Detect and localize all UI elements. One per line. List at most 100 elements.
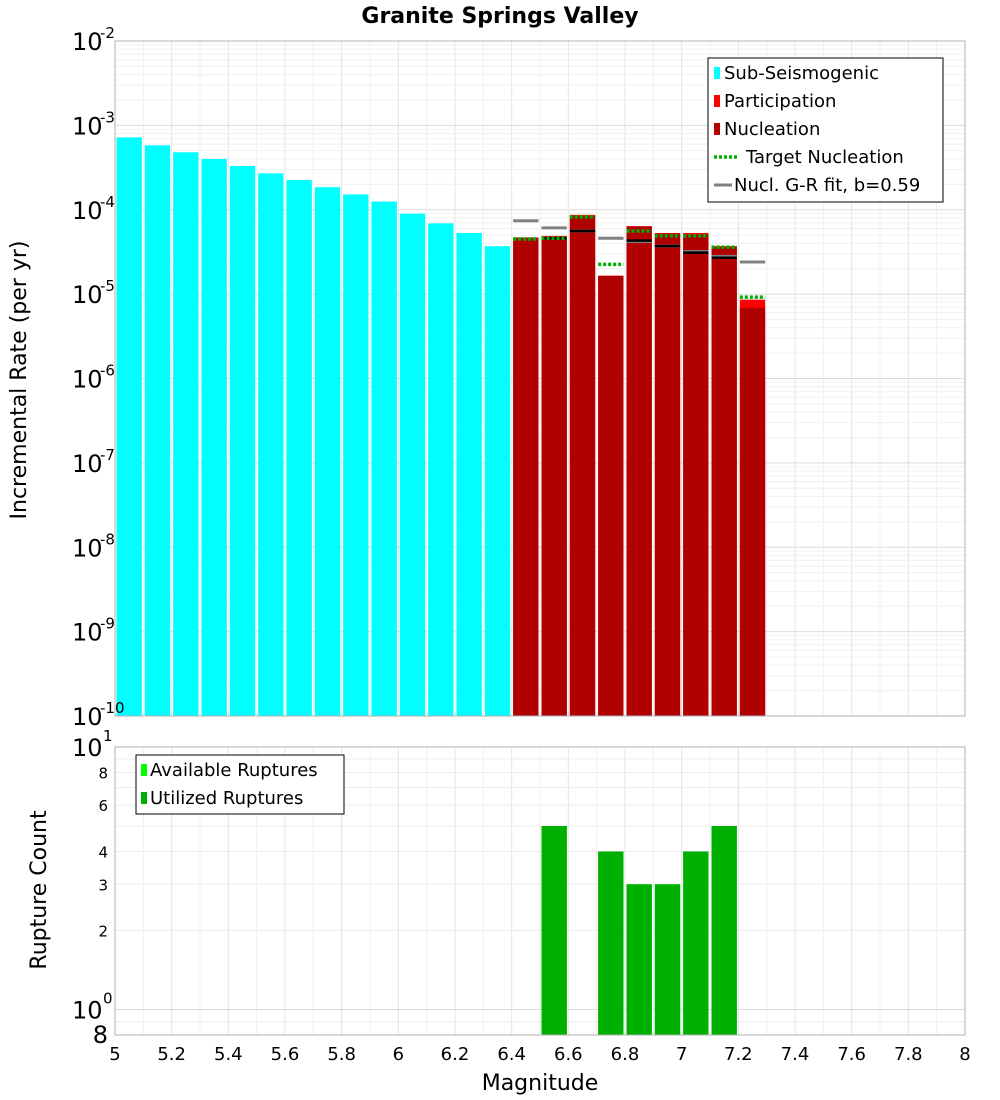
y-decade-base: 10 [72,619,103,647]
legend-swatch [714,123,720,135]
nucleation-bar [654,233,681,716]
x-tick-label: 6.2 [441,1044,470,1065]
top-plot-frame [114,40,966,717]
nucleation-bar [569,216,596,717]
sub-seismogenic-bar [371,201,397,716]
top-legend: Sub-Seismogenic Participation Nucleation Ta… [707,57,944,203]
y-decade-exponent: 1 [103,727,113,745]
sub-seismogenic-bar [484,246,511,716]
x-tick-label: 8 [959,1044,970,1065]
utilized-ruptures-bar [626,884,652,1035]
x-tick-labels: 5 5.2 5.4 5.6 5.8 6 6.2 6.4 6.6 6.8 7 7.2 7.4 7.6 7.8 8 [109,1044,970,1065]
y-decade-label: 10-2 [72,24,115,56]
x-tick-label: 6.8 [611,1044,640,1065]
sub-seismogenic-bar [399,213,426,717]
legend-swatch [141,792,147,804]
top-y-axis-label: Incremental Rate (per yr) [7,241,32,520]
legend-swatch [714,67,720,79]
bottom-legend: Available Ruptures Utilized Ruptures [135,754,345,815]
y-bottom-label: 8 [93,1021,108,1049]
y-decade-label: 10-3 [72,108,115,140]
bottom-plot-gridlines [114,746,966,1036]
utilized-ruptures-bar [541,826,567,1035]
legend-label: Available Ruptures [150,760,318,781]
legend-label: Nucl. G-R fit, b=0.59 [734,175,920,196]
y-decade-label: 10 0 [72,990,113,1025]
x-axis-label: Magnitude [482,1071,599,1096]
legend-label: Utilized Ruptures [150,788,303,809]
bottom-legend-box [135,754,345,815]
x-tick-label: 5.8 [327,1044,356,1065]
y-decade-base: 10 [72,534,103,562]
utilized-ruptures-bar [683,851,709,1035]
y-decade-exponent: -8 [100,530,115,548]
x-tick-label: 6 [393,1044,404,1065]
y-minor-tick-label: 6 [98,797,108,815]
nucleation-bar [739,307,766,716]
sub-seismogenic-bar [456,233,482,716]
y-decade-label: 10-10 [72,699,125,731]
y-decade-exponent: -9 [100,615,115,633]
chart-title: Granite Springs Valley [361,4,638,29]
sub-seismogenic-bar [428,223,454,716]
legend-label: Target Nucleation [745,147,904,168]
bottom-plot-bars [541,826,737,1035]
y-decade-base: 10 [72,366,103,394]
y-decade-label: 10-7 [72,446,115,478]
y-decade-base: 10 [72,28,103,56]
y-decade-label: 10-4 [72,193,115,225]
sub-seismogenic-bar [144,145,171,717]
x-tick-label: 6.6 [554,1044,583,1065]
y-decade-base: 10 [72,281,103,309]
y-decade-exponent: -6 [100,362,115,380]
x-tick-label: 7.6 [837,1044,866,1065]
legend-label: Nucleation [724,119,820,140]
utilized-ruptures-bar [654,884,681,1035]
y-decade-base: 10 [72,197,103,225]
y-decade-label: 10 1 [72,727,113,762]
y-decade-base: 10 [72,734,103,762]
y-decade-base: 10 [72,112,103,140]
nucleation-bar [626,226,652,716]
sub-seismogenic-bar [173,152,199,716]
sub-seismogenic-bar [286,180,312,716]
y-decade-label: 10-6 [72,362,115,394]
nucleation-bar [513,238,539,716]
y-minor-tick-label: 2 [98,923,108,941]
y-decade-base: 10 [72,703,103,731]
y-decade-base: 10 [72,450,103,478]
sub-seismogenic-bar [314,187,341,716]
nucleation-bar [541,236,567,716]
y-decade-label: 10-5 [72,277,115,309]
y-decade-label: 10-8 [72,530,115,562]
y-decade-exponent: -2 [100,24,115,42]
sub-seismogenic-bar [201,158,227,717]
y-decade-label: 10-9 [72,615,115,647]
y-decade-base: 10 [72,997,103,1025]
y-minor-tick-label: 4 [98,843,108,861]
top-legend-box [707,57,944,203]
top-plot-bars [116,137,766,717]
nucleation-bar [711,247,737,716]
y-decade-exponent: -3 [100,108,115,126]
x-tick-label: 5.2 [157,1044,186,1065]
utilized-ruptures-bar [711,826,737,1035]
y-minor-tick-label: 3 [98,876,108,894]
utilized-ruptures-bar [598,851,624,1035]
nucleation-bar [598,275,624,716]
legend-label: Sub-Seismogenic [724,63,879,84]
y-minor-tick-label: 8 [98,764,108,782]
legend-swatch [141,764,147,776]
bottom-plot-frame [114,746,966,1036]
bottom-y-axis-label: Rupture Count [27,810,52,970]
x-tick-label: 5.6 [271,1044,300,1065]
x-tick-label: 7 [676,1044,687,1065]
nucleation-bar [683,234,709,716]
x-tick-label: 7.2 [724,1044,753,1065]
y-decade-exponent: 0 [103,990,113,1008]
sub-seismogenic-bar [229,166,256,717]
top-plot-markers [513,215,766,299]
x-tick-label: 5 [109,1044,120,1065]
